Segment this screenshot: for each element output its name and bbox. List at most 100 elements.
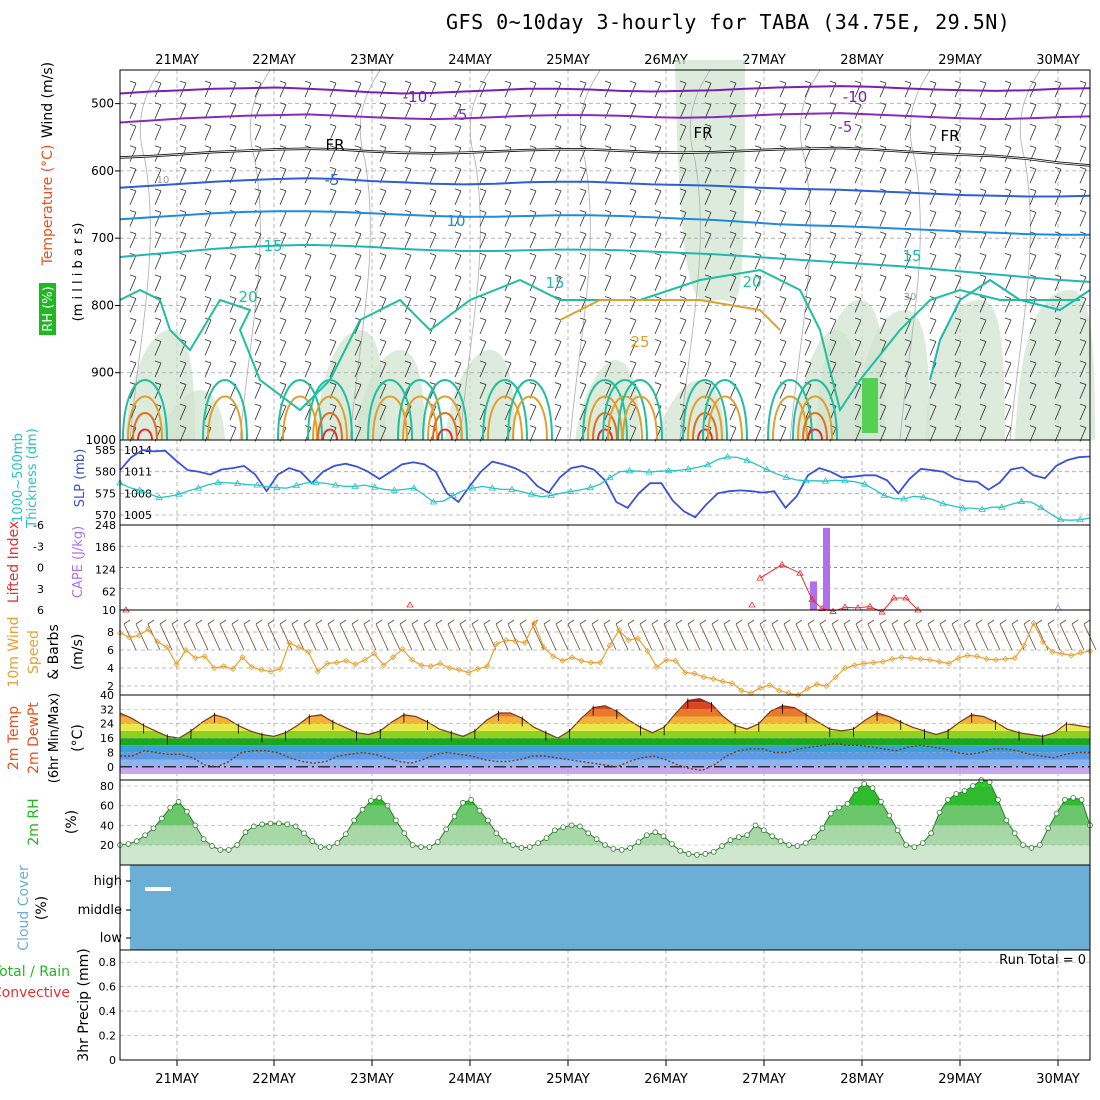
wind-barb-flag bbox=[954, 382, 962, 385]
wind-barb-flag bbox=[829, 102, 837, 106]
rh2m-marker bbox=[317, 844, 324, 850]
wind-barb bbox=[379, 147, 387, 162]
wind-barb bbox=[904, 405, 912, 421]
wind10m-marker bbox=[531, 619, 538, 627]
wind10m-barb bbox=[831, 623, 845, 651]
wind-barb bbox=[604, 212, 612, 227]
wind-barb bbox=[1004, 384, 1012, 399]
wind-barb bbox=[929, 276, 937, 292]
wind-barb-flag bbox=[679, 296, 687, 299]
wind-barb-flag bbox=[579, 166, 587, 170]
wind-barb-flag bbox=[279, 123, 287, 127]
wind-barb-flag bbox=[1079, 145, 1087, 149]
wind-barb bbox=[429, 233, 437, 249]
wind-barb bbox=[229, 126, 237, 141]
date-label-bottom: 29MAY bbox=[938, 1072, 982, 1087]
temp-tick: 40 bbox=[100, 689, 114, 702]
wind-barb bbox=[1029, 190, 1037, 205]
wind10m-marker bbox=[578, 657, 585, 664]
wind-barb-flag bbox=[204, 253, 212, 256]
wind-barb bbox=[529, 276, 537, 292]
wind10m-barb bbox=[231, 623, 245, 651]
wind10m-marker bbox=[992, 656, 999, 663]
wind10m-barb-flag bbox=[1071, 619, 1079, 625]
wind-barb bbox=[154, 341, 162, 356]
date-label-bottom: 27MAY bbox=[742, 1072, 786, 1087]
wind-barb bbox=[954, 319, 962, 335]
wind-barb bbox=[1029, 104, 1037, 119]
wind-barb-flag bbox=[454, 253, 462, 256]
precip-tick: 0.2 bbox=[99, 1030, 117, 1043]
wind-barb-flag bbox=[704, 188, 712, 192]
wind-barb bbox=[404, 190, 412, 205]
wind-barb-flag bbox=[754, 231, 762, 235]
wind-barb bbox=[704, 147, 712, 162]
wind-barb-flag bbox=[654, 339, 662, 342]
rh-contour bbox=[1009, 69, 1041, 441]
wind-barb bbox=[929, 384, 937, 399]
wind-barb-flag bbox=[679, 339, 687, 342]
wind-barb-flag bbox=[854, 425, 862, 428]
wind-barb bbox=[354, 126, 362, 141]
wind-barb bbox=[454, 341, 462, 356]
wind-barb-flag bbox=[604, 382, 612, 385]
wind-barb bbox=[229, 319, 237, 335]
wind-barb bbox=[529, 362, 537, 378]
thickness-marker bbox=[449, 491, 457, 498]
wind-barb bbox=[254, 405, 262, 421]
wind-barb-flag bbox=[254, 188, 262, 192]
wind-barb bbox=[929, 233, 937, 249]
wind10m-barb-flag bbox=[459, 619, 467, 625]
wind10m-barb-flag bbox=[387, 619, 395, 625]
wind-barb bbox=[704, 190, 712, 205]
wind10m-marker bbox=[295, 644, 302, 651]
wind10m-barb-flag bbox=[855, 619, 863, 625]
wind-barb bbox=[979, 384, 987, 399]
rh2m-marker bbox=[744, 832, 750, 838]
wind-barb bbox=[1054, 147, 1062, 162]
wind-barb bbox=[204, 147, 212, 162]
wind-barb bbox=[1054, 362, 1062, 378]
wind-barb-flag bbox=[979, 102, 987, 106]
wind-barb bbox=[604, 190, 612, 205]
wind-barb bbox=[904, 169, 912, 184]
wind-barb-flag bbox=[954, 317, 962, 321]
wind-barb bbox=[554, 233, 562, 249]
wind-barb-flag bbox=[579, 296, 587, 299]
wind-barb bbox=[729, 212, 737, 227]
wind-barb-flag bbox=[129, 209, 137, 213]
wind-barb bbox=[1004, 255, 1012, 270]
wind-barb-flag bbox=[629, 253, 637, 256]
wind-barb bbox=[904, 384, 912, 399]
rh-blob bbox=[795, 330, 860, 440]
wind-barb-flag bbox=[429, 296, 437, 299]
wind-barb-flag bbox=[379, 231, 387, 235]
wind-barb bbox=[179, 255, 187, 270]
slp-tick: 1008 bbox=[124, 487, 152, 500]
thickness-marker bbox=[704, 460, 712, 468]
wind-barb bbox=[129, 233, 137, 249]
wind-barb bbox=[704, 255, 712, 270]
wind-barb-flag bbox=[479, 166, 487, 170]
isotherm-fr-inner bbox=[119, 147, 1091, 166]
wind-barb bbox=[754, 212, 762, 227]
wind10m-barb-flag bbox=[411, 619, 419, 625]
contour-label: FR bbox=[940, 127, 959, 145]
wind-barb-flag bbox=[504, 166, 512, 170]
rh2m-marker bbox=[276, 820, 282, 827]
wind10m-marker bbox=[813, 681, 820, 688]
wind-barb bbox=[429, 147, 437, 162]
temp-band bbox=[120, 698, 1090, 703]
rh2m-marker bbox=[217, 847, 224, 853]
wind-barb bbox=[229, 298, 237, 313]
wind-barb-flag bbox=[1029, 253, 1037, 256]
wind-barb bbox=[379, 405, 387, 421]
wind-barb-flag bbox=[479, 209, 487, 213]
wind-barb-flag bbox=[304, 339, 312, 342]
isotherm-25 bbox=[559, 299, 781, 331]
wind10m-barb-flag bbox=[951, 619, 959, 625]
warm-contour bbox=[322, 428, 338, 441]
wind-barb-flag bbox=[704, 339, 712, 342]
wind-barb bbox=[854, 212, 862, 227]
wind-barb-flag bbox=[979, 425, 987, 428]
